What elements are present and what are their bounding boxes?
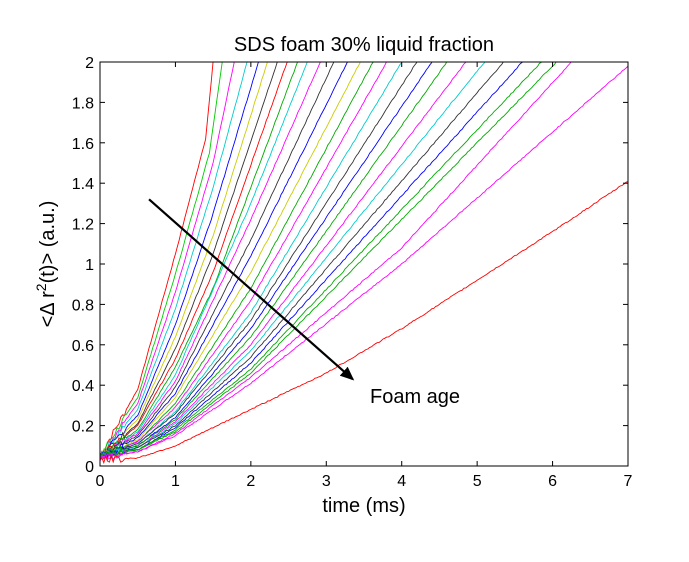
y-tick-label: 0.4 [72, 378, 94, 395]
x-tick-label: 0 [96, 473, 105, 490]
series-line-28 [100, 65, 628, 461]
foam-age-annotation: Foam age [370, 386, 460, 408]
series-line-14 [100, 62, 361, 457]
x-tick-label: 1 [171, 473, 180, 490]
y-tick-label: 1 [85, 257, 94, 274]
y-tick-label: 0.8 [72, 297, 94, 314]
x-tick-label: 6 [548, 473, 557, 490]
series-line-18 [100, 62, 418, 459]
series-line-23 [100, 62, 504, 460]
series-line-5 [100, 62, 259, 458]
series-line-12 [100, 62, 335, 460]
series-line-27 [100, 62, 572, 462]
y-axis-label-superscript: 2 [33, 283, 49, 291]
series-line-4 [100, 62, 248, 459]
series-layer [100, 62, 628, 465]
series-line-11 [100, 62, 321, 460]
x-tick-label: 3 [322, 473, 331, 490]
series-line-13 [100, 62, 348, 460]
series-line-7 [100, 62, 278, 457]
y-tick-label: 2 [85, 55, 94, 72]
y-tick-label: 0.6 [72, 338, 94, 355]
series-line-1 [100, 62, 214, 457]
foam-age-arrow [148, 198, 355, 381]
series-line-29 [100, 181, 628, 465]
chart-title: SDS foam 30% liquid fraction [234, 34, 494, 56]
series-line-25 [100, 62, 542, 460]
series-line-8 [100, 62, 288, 458]
plot-background [100, 62, 628, 466]
series-line-20 [100, 62, 448, 458]
series-line-24 [100, 62, 523, 459]
y-axis-label: <Δ r2(t)> (a.u.) [33, 201, 59, 328]
x-tick-label: 2 [246, 473, 255, 490]
y-tick-label: 1.6 [72, 136, 94, 153]
ticks-layer: 0 1 2 3 4 5 6 7 0 0.2 0.4 0.6 0.8 1 1.2 1.4 1.6 1.8 2 [72, 55, 633, 490]
x-tick-label: 4 [397, 473, 406, 490]
x-axis-label: time (ms) [322, 495, 405, 517]
series-line-21 [100, 62, 467, 459]
y-axis-label-suffix: (t)> (a.u.) [37, 201, 59, 284]
y-axis-label-prefix: <Δ r [37, 291, 59, 327]
y-tick-label: 1.4 [72, 176, 94, 193]
x-tick-label: 5 [473, 473, 482, 490]
y-tick-label: 1.8 [72, 95, 94, 112]
y-tick-label: 1.2 [72, 217, 94, 234]
series-line-10 [100, 62, 308, 460]
series-line-9 [100, 62, 299, 457]
series-line-2 [100, 62, 223, 458]
series-line-3 [100, 62, 235, 458]
series-line-19 [100, 62, 433, 457]
series-line-16 [100, 62, 387, 458]
y-tick-label: 0 [85, 459, 94, 476]
series-line-22 [100, 62, 486, 459]
y-tick-label: 0.2 [72, 419, 94, 436]
series-line-26 [100, 62, 557, 459]
x-tick-label: 7 [624, 473, 633, 490]
series-line-6 [100, 62, 268, 457]
